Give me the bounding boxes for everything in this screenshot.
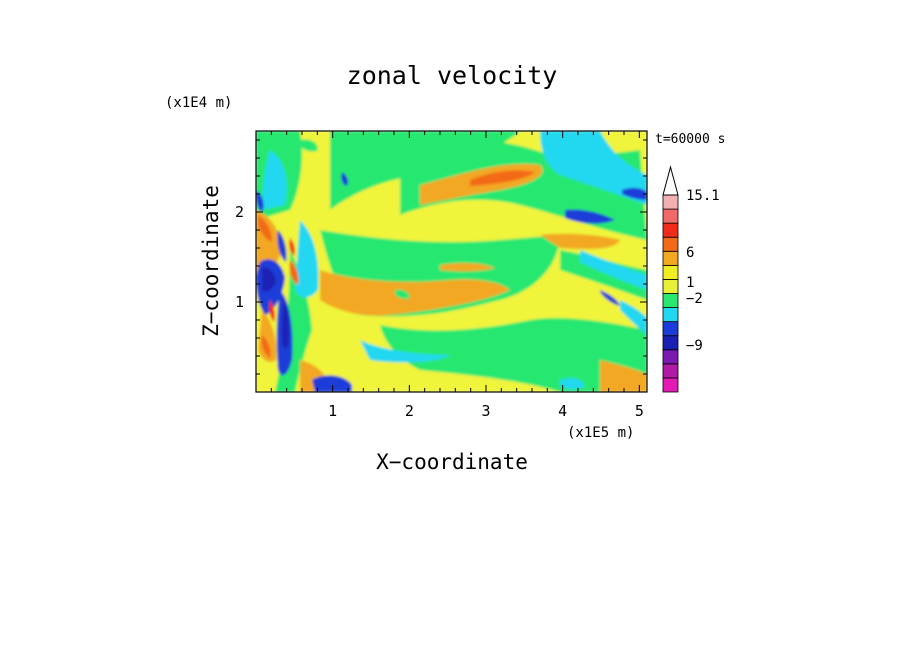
x-tick-label: 1 bbox=[328, 402, 337, 420]
colorbar-swatch bbox=[662, 307, 679, 323]
x-tick-label: 3 bbox=[481, 402, 490, 420]
z-tick-label: 1 bbox=[235, 293, 244, 311]
colorbar-label: −9 bbox=[686, 338, 703, 354]
x-unit-label: (x1E5 m) bbox=[567, 425, 634, 441]
x-tick-label: 5 bbox=[635, 402, 644, 420]
z-axis: 12 bbox=[235, 139, 647, 375]
colorbar-swatch bbox=[662, 222, 679, 238]
x-axis-label: X−coordinate bbox=[376, 450, 528, 474]
colorbar-swatch bbox=[662, 377, 679, 393]
colorbar-label: 1 bbox=[686, 275, 694, 291]
colorbar-swatch bbox=[662, 194, 679, 210]
colorbar-cap bbox=[662, 165, 679, 196]
time-label: t=60000 s bbox=[655, 132, 725, 147]
x-tick-label: 4 bbox=[558, 402, 567, 420]
z-unit-label: (x1E4 m) bbox=[165, 95, 232, 111]
y-axis-label: Z−coordinate bbox=[199, 185, 223, 337]
colorbar-swatch bbox=[662, 293, 679, 308]
chart-title: zonal velocity bbox=[347, 61, 558, 90]
z-tick-label: 2 bbox=[235, 203, 244, 221]
colorbar-swatch bbox=[662, 349, 679, 365]
colorbar-swatch bbox=[662, 363, 679, 379]
colorbar-label: −2 bbox=[686, 291, 703, 307]
colorbar-label: 15.1 bbox=[686, 188, 720, 204]
colorbar-swatch bbox=[662, 236, 679, 252]
colorbar: 15.1 6 1−2 −9 bbox=[662, 165, 720, 393]
colorbar-swatch bbox=[662, 264, 679, 280]
colorbar-label: 6 bbox=[686, 245, 694, 261]
colorbar-swatch bbox=[662, 335, 679, 351]
colorbar-swatch bbox=[662, 250, 679, 266]
contour-field bbox=[256, 131, 647, 392]
colorbar-swatch bbox=[662, 279, 679, 294]
colorbar-swatch bbox=[662, 321, 679, 337]
x-axis: 1 2 3 4 5 bbox=[270, 131, 644, 420]
x-tick-label: 2 bbox=[405, 402, 414, 420]
plot-frame bbox=[255, 130, 648, 393]
colorbar-swatch bbox=[662, 208, 679, 224]
